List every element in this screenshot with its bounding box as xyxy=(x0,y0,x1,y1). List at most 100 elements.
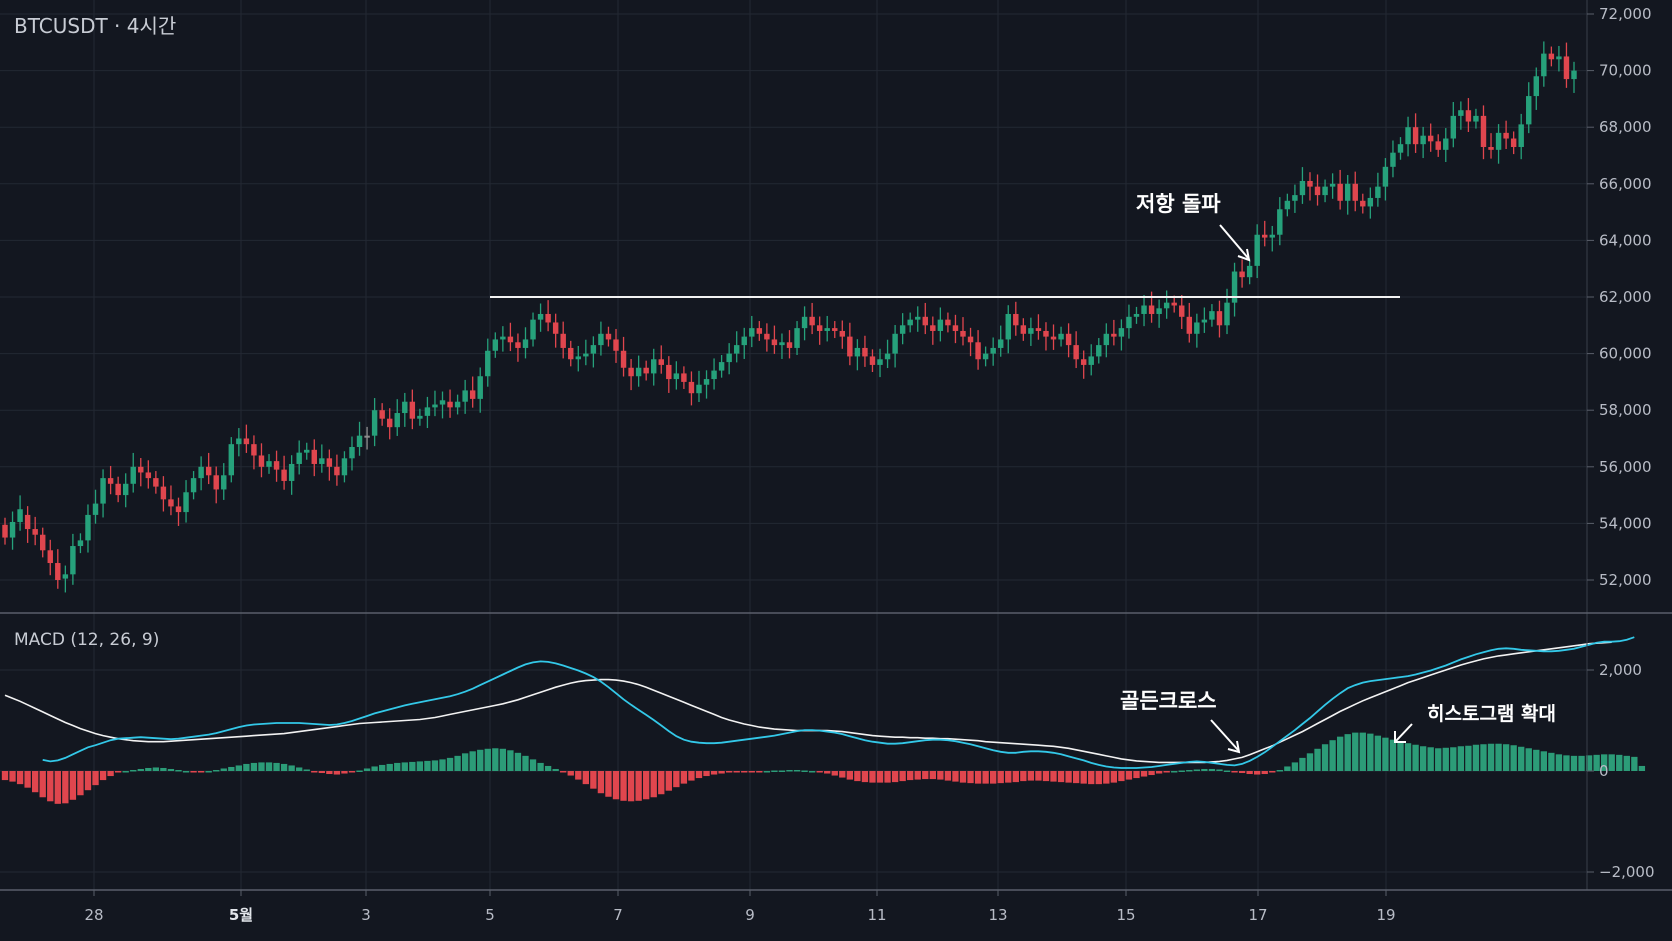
histogram-bar xyxy=(1344,734,1351,771)
histogram-bar xyxy=(303,769,310,771)
candle-body xyxy=(447,401,453,408)
candle-body xyxy=(1269,234,1275,238)
candle-body xyxy=(409,401,416,419)
histogram-bar xyxy=(590,771,597,789)
candle-body xyxy=(688,381,695,394)
histogram-bar xyxy=(1110,771,1118,783)
candle-body xyxy=(1307,180,1313,187)
candle-body xyxy=(522,339,529,348)
candle-body xyxy=(1480,115,1487,148)
price-tick-label: 52,000 xyxy=(1599,571,1652,589)
histogram-bar xyxy=(1367,733,1374,771)
time-tick-label: 17 xyxy=(1248,906,1267,924)
candle-body xyxy=(402,401,408,414)
candle-body xyxy=(417,415,423,419)
histogram-bar xyxy=(861,771,869,783)
histogram-bar xyxy=(748,771,755,773)
candle-body xyxy=(598,333,604,346)
candle-body xyxy=(1337,183,1343,201)
price-tick-label: 66,000 xyxy=(1599,175,1652,193)
price-tick-label: 72,000 xyxy=(1599,5,1652,23)
candle-body xyxy=(507,336,514,343)
candle-body xyxy=(77,540,84,547)
candle-body xyxy=(1194,322,1200,334)
candle-body xyxy=(786,342,793,348)
histogram-bar xyxy=(1472,744,1480,771)
candle-body xyxy=(115,483,121,496)
candle-body xyxy=(794,328,800,348)
histogram-bar xyxy=(1427,747,1434,771)
candle-body xyxy=(175,506,182,513)
histogram-bar xyxy=(1201,768,1208,771)
price-tick-label: 54,000 xyxy=(1599,514,1652,532)
candle-body xyxy=(62,574,69,579)
histogram-bar xyxy=(1020,771,1027,782)
price-tick-label: 70,000 xyxy=(1599,62,1652,80)
candle-body xyxy=(613,339,619,351)
histogram-bar xyxy=(1216,769,1223,771)
histogram-bar xyxy=(99,771,107,781)
histogram-bar xyxy=(1623,755,1630,771)
candle-body xyxy=(1246,265,1253,278)
histogram-bar xyxy=(967,771,974,784)
histogram-bar xyxy=(401,762,408,771)
candle-body xyxy=(122,483,129,496)
histogram-bar xyxy=(1631,756,1638,771)
histogram-bar xyxy=(597,771,605,794)
histogram-bar xyxy=(959,771,967,783)
histogram-bar xyxy=(326,771,333,775)
histogram-bar xyxy=(982,771,989,784)
candle-body xyxy=(32,529,38,535)
histogram-bar xyxy=(1005,771,1012,783)
candle-body xyxy=(552,322,559,334)
macd-histogram xyxy=(1,732,1646,804)
histogram-bar xyxy=(756,771,763,773)
candle-body xyxy=(1096,345,1102,357)
candle-body xyxy=(85,514,91,541)
candle-body xyxy=(537,313,544,320)
candle-body xyxy=(975,342,981,360)
histogram-bar xyxy=(484,748,491,771)
histogram-bar xyxy=(1321,744,1329,771)
histogram-bar xyxy=(1,771,9,781)
candle-body xyxy=(1148,305,1155,314)
histogram-bar xyxy=(1593,754,1600,771)
candle-body xyxy=(779,342,785,346)
histogram-bar xyxy=(296,767,303,771)
histogram-bar xyxy=(1088,771,1095,785)
candle-body xyxy=(1262,234,1268,238)
candle-body xyxy=(243,438,250,445)
candle-body xyxy=(1510,138,1517,148)
histogram-bar xyxy=(1065,771,1072,783)
histogram-expansion-label: 히스토그램 확대 xyxy=(1427,702,1556,725)
histogram-bar xyxy=(1382,737,1389,771)
histogram-bar xyxy=(974,771,982,784)
histogram-bar xyxy=(869,771,876,783)
candle-body xyxy=(477,376,483,399)
histogram-bar xyxy=(643,771,650,800)
histogram-bar xyxy=(635,771,642,801)
candle-body xyxy=(394,413,400,428)
histogram-bar xyxy=(469,751,476,771)
histogram-bar xyxy=(499,748,507,771)
candle-body xyxy=(982,353,989,360)
candle-body xyxy=(869,356,876,365)
histogram-bar xyxy=(1601,754,1608,771)
histogram-bar xyxy=(39,771,46,798)
candle-body xyxy=(530,319,536,340)
candle-body xyxy=(1141,305,1147,314)
histogram-bar xyxy=(786,769,793,772)
histogram-bar xyxy=(695,771,703,779)
histogram-bar xyxy=(356,770,363,772)
candle-body xyxy=(809,316,815,326)
macd-panel-title: MACD (12, 26, 9) xyxy=(14,630,159,650)
candle-body xyxy=(1216,311,1223,326)
candle-body xyxy=(718,362,725,371)
candle-body xyxy=(771,339,778,346)
histogram-bar xyxy=(182,771,190,773)
time-tick-label: 9 xyxy=(745,906,755,924)
histogram-bar xyxy=(1533,749,1540,771)
histogram-bar xyxy=(1057,771,1065,783)
candle-body xyxy=(266,461,272,467)
price-axis: 52,000 54,000 56,000 58,000 60,000 62,000 64,0… xyxy=(1587,5,1652,589)
